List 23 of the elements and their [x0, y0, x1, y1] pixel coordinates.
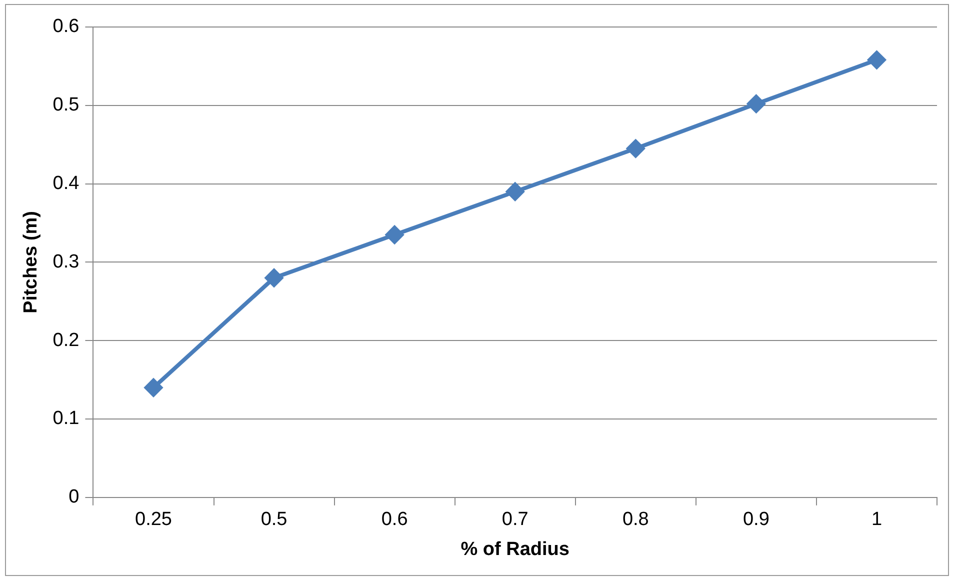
x-tick-label: 0.8: [622, 509, 649, 530]
y-tick-label: 0: [68, 486, 80, 508]
point: [144, 378, 162, 397]
point: [626, 140, 645, 158]
x-tick-label: 0.5: [260, 509, 288, 530]
y-tick-label: 0.3: [52, 251, 80, 272]
point: [386, 226, 404, 244]
point: [868, 50, 886, 69]
y-tick-label: 0.5: [52, 94, 80, 116]
x-tick-label: 0.7: [502, 509, 528, 530]
point: [265, 268, 284, 287]
x-axis-title: % of Radius: [460, 538, 570, 560]
y-tick-label: 0.1: [52, 408, 80, 430]
x-tick-label: 0.6: [381, 509, 408, 530]
y-tick-label: 0.2: [52, 330, 80, 351]
point: [747, 94, 766, 113]
point: [506, 182, 524, 201]
y-tick-label: 0.6: [52, 16, 80, 38]
x-tick-label: 1: [871, 509, 882, 530]
x-tick-label: 0.25: [134, 509, 172, 530]
x-tick-label: 0.9: [742, 509, 770, 530]
y-tick-label: 0.4: [52, 173, 80, 194]
y-axis-title: Pitches (m): [20, 210, 42, 314]
